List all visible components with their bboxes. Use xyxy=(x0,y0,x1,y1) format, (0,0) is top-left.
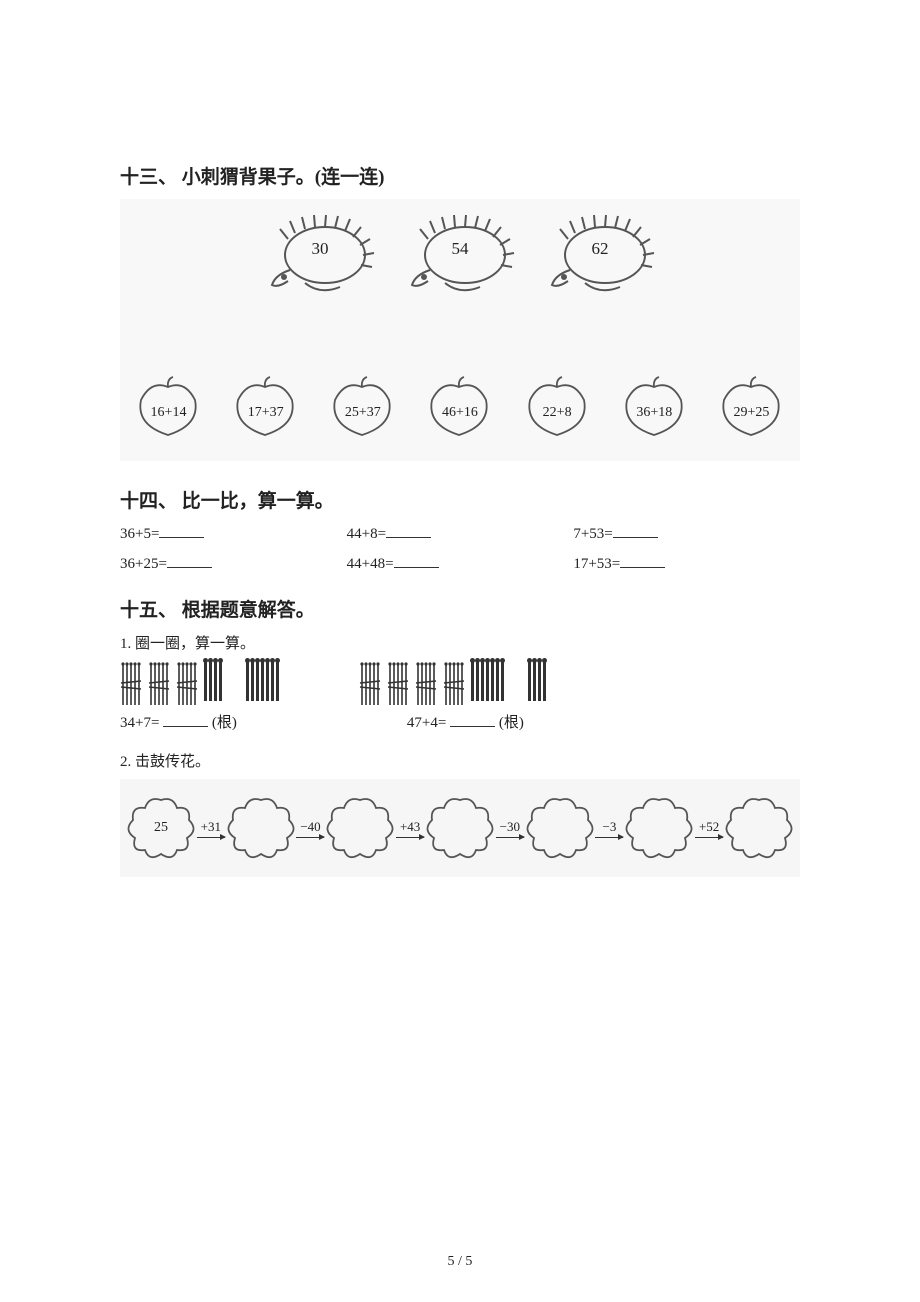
flower xyxy=(524,794,596,862)
calc-cell: 44+8= xyxy=(347,523,574,543)
flower xyxy=(424,794,496,862)
calc-expr: 36+5= xyxy=(120,526,159,542)
q2-label: 2. 击鼓传花。 xyxy=(120,750,800,771)
apple-expr: 46+16 xyxy=(442,405,478,421)
expr: 47+4= xyxy=(407,715,446,731)
compare-calc-grid: 36+5= 44+8= 7+53= 36+25= 44+48= 17+53= xyxy=(120,523,800,573)
arrow-op: +43 xyxy=(400,819,420,835)
apple: 17+37 xyxy=(228,375,303,440)
answer-blank[interactable] xyxy=(450,726,495,727)
apple: 25+37 xyxy=(325,375,400,440)
arrow-op: −40 xyxy=(300,819,320,835)
calc-expr: 44+48= xyxy=(347,556,394,572)
apple-expr: 16+14 xyxy=(151,405,187,421)
flower xyxy=(623,794,695,862)
answer-blank[interactable] xyxy=(167,553,212,568)
answer-blank[interactable] xyxy=(163,726,208,727)
flower-arrow: +52 xyxy=(695,819,723,838)
unit: (根) xyxy=(212,715,237,731)
flower-arrow: +31 xyxy=(197,819,225,838)
section-15-title: 十五、 根据题意解答。 xyxy=(120,595,800,622)
calc-cell: 7+53= xyxy=(573,523,800,543)
flower-chain-figure: 25 +31 −40 +43 −30 −3 +52 xyxy=(120,779,800,877)
apple-expr: 36+18 xyxy=(636,405,672,421)
sticks-answer-row: 34+7= (根) 47+4= (根) xyxy=(120,711,800,732)
flower-row: 25 +31 −40 +43 −30 −3 +52 xyxy=(125,794,795,862)
arrow-op: +31 xyxy=(201,819,221,835)
hedgehog: 62 xyxy=(540,215,660,305)
flower-arrow: −30 xyxy=(496,819,524,838)
apple: 46+16 xyxy=(422,375,497,440)
arrow-op: +52 xyxy=(699,819,719,835)
calc-cell: 36+5= xyxy=(120,523,347,543)
sticks-right-ans: 47+4= (根) xyxy=(407,711,524,732)
section-13-title: 十三、 小刺猬背果子。(连一连) xyxy=(120,162,800,189)
calc-expr: 44+8= xyxy=(347,526,386,542)
hedgehog-value: 30 xyxy=(312,239,329,259)
hedgehog-value: 54 xyxy=(452,239,469,259)
flower xyxy=(225,794,297,862)
flower-value: 25 xyxy=(154,820,168,836)
apple-expr: 29+25 xyxy=(733,405,769,421)
calc-cell: 17+53= xyxy=(573,553,800,573)
calc-cell: 44+48= xyxy=(347,553,574,573)
page-number: 5 / 5 xyxy=(0,1254,920,1270)
hedgehog-row: 30 xyxy=(131,215,789,305)
q1-label: 1. 圈一圈，算一算。 xyxy=(120,632,800,653)
sticks-row xyxy=(120,661,800,701)
answer-blank[interactable] xyxy=(159,523,204,538)
flower xyxy=(723,794,795,862)
unit: (根) xyxy=(499,715,524,731)
section-14-title: 十四、 比一比，算一算。 xyxy=(120,486,800,513)
answer-blank[interactable] xyxy=(394,553,439,568)
apple-expr: 17+37 xyxy=(248,405,284,421)
flower-arrow: −3 xyxy=(595,819,623,838)
hedgehog-apple-figure: 30 xyxy=(120,199,800,461)
answer-blank[interactable] xyxy=(386,523,431,538)
flower: 25 xyxy=(125,794,197,862)
answer-blank[interactable] xyxy=(613,523,658,538)
hedgehog: 30 xyxy=(260,215,380,305)
calc-cell: 36+25= xyxy=(120,553,347,573)
apple-row: 16+14 17+37 25+37 46+16 22+8 36+18 xyxy=(131,375,789,440)
flower-arrow: −40 xyxy=(296,819,324,838)
apple: 16+14 xyxy=(131,375,206,440)
apple: 22+8 xyxy=(520,375,595,440)
expr: 34+7= xyxy=(120,715,159,731)
calc-expr: 7+53= xyxy=(573,526,612,542)
sticks-left-ans: 34+7= (根) xyxy=(120,711,237,732)
apple: 36+18 xyxy=(617,375,692,440)
calc-expr: 36+25= xyxy=(120,556,167,572)
sticks-left xyxy=(120,661,279,701)
hedgehog-value: 62 xyxy=(592,239,609,259)
flower-arrow: +43 xyxy=(396,819,424,838)
apple: 29+25 xyxy=(714,375,789,440)
apple-expr: 22+8 xyxy=(543,405,572,421)
answer-blank[interactable] xyxy=(620,553,665,568)
arrow-op: −3 xyxy=(603,819,617,835)
flower xyxy=(324,794,396,862)
sticks-right xyxy=(359,661,546,701)
arrow-op: −30 xyxy=(500,819,520,835)
apple-expr: 25+37 xyxy=(345,405,381,421)
hedgehog: 54 xyxy=(400,215,520,305)
calc-expr: 17+53= xyxy=(573,556,620,572)
